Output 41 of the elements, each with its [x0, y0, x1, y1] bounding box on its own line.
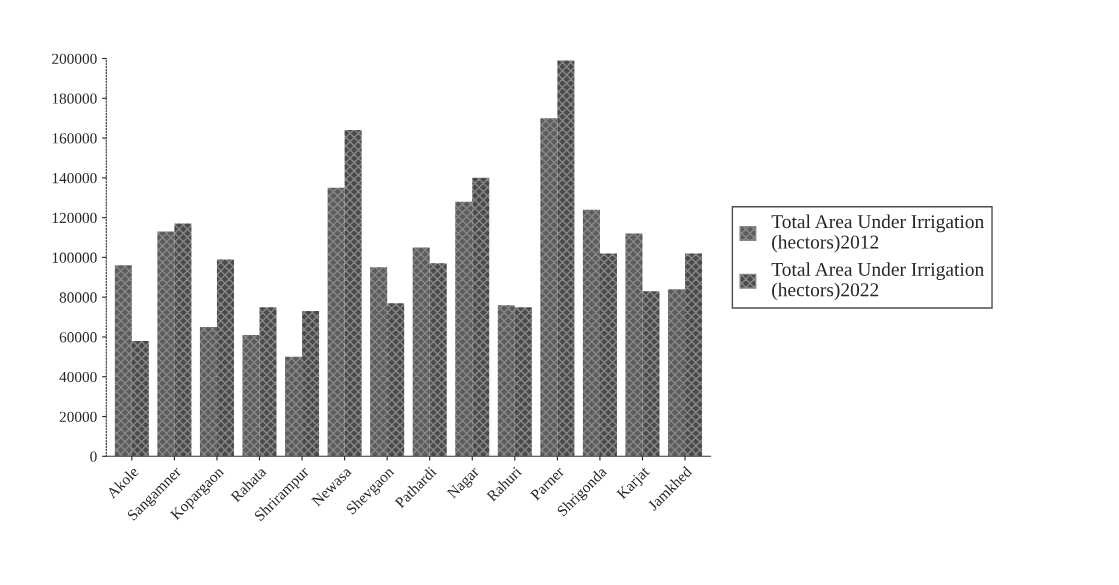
bar [429, 263, 447, 457]
y-tick-label: 140000 [52, 172, 97, 184]
y-tick-label: 80000 [59, 292, 97, 303]
legend-label: Total Area Under Irrigation (hectors)2012 [771, 214, 984, 253]
bar [199, 327, 217, 457]
bar [540, 118, 558, 457]
y-tick-label: 0 [90, 451, 97, 462]
legend-label: Total Area Under Irrigation (hectors)2022 [771, 262, 984, 301]
y-tick-label: 160000 [52, 133, 97, 144]
bar [412, 247, 430, 457]
bar [216, 259, 234, 457]
bar [599, 253, 617, 457]
y-tick-label: 100000 [52, 252, 97, 263]
y-tick-label: 120000 [52, 212, 97, 224]
y-tick-label: 20000 [59, 411, 97, 422]
bar [668, 289, 686, 457]
bar [685, 253, 703, 457]
bar [131, 340, 149, 457]
bar [259, 307, 277, 457]
bar [370, 267, 388, 457]
y-tick-label: 40000 [59, 371, 97, 383]
bar [625, 233, 643, 457]
bar [157, 231, 175, 457]
bar [285, 356, 303, 457]
bar [582, 209, 600, 457]
bar [327, 187, 345, 457]
y-tick-label: 200000 [52, 53, 97, 64]
y-tick-label: 60000 [59, 332, 97, 343]
bar [514, 307, 532, 457]
bar [387, 303, 405, 457]
bar [557, 60, 575, 457]
bar [497, 305, 515, 457]
y-tick-label: 180000 [52, 93, 97, 104]
bar [642, 291, 660, 457]
bar [344, 130, 362, 457]
bar [472, 177, 490, 457]
bar [455, 201, 473, 457]
bar [242, 334, 260, 457]
bar [302, 311, 320, 457]
bar [174, 223, 192, 457]
bar [114, 265, 132, 457]
